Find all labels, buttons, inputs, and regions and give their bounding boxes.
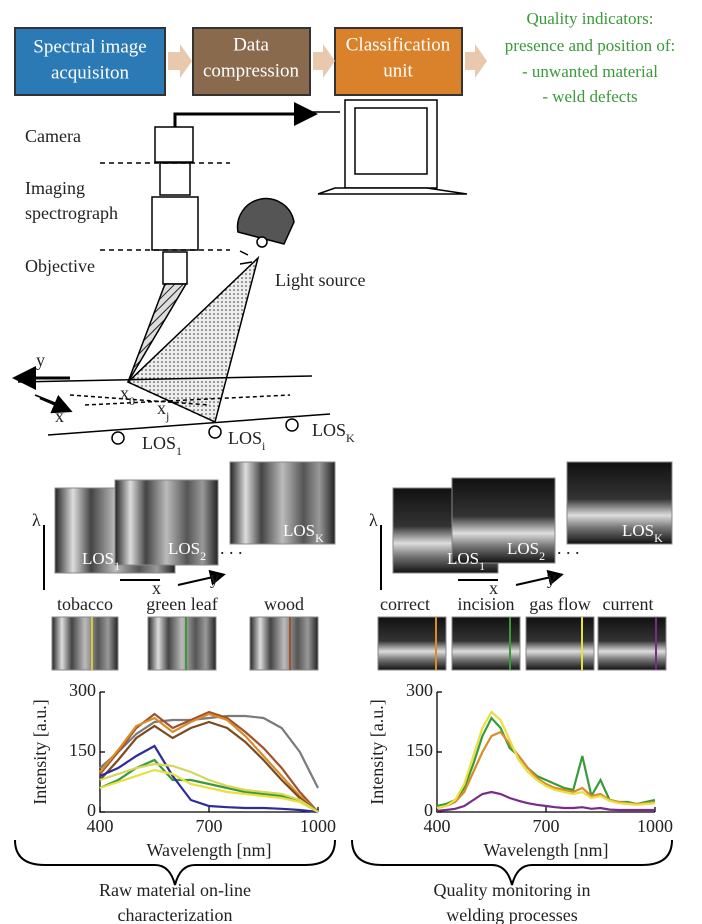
- subscript: 1: [176, 444, 182, 458]
- sub-main: LOS: [507, 539, 539, 558]
- step-text: Data: [233, 34, 269, 55]
- label: xj: [157, 398, 169, 423]
- sample-label: gas flow: [529, 594, 591, 614]
- step-text: Spectral image: [33, 36, 146, 57]
- subscript: i: [262, 439, 266, 453]
- caption: characterization: [118, 905, 233, 924]
- lambda: λ: [32, 510, 41, 530]
- y-tick-label: 300: [406, 680, 433, 700]
- x-axis-label: Wavelength [nm]: [483, 840, 608, 860]
- step-text: Classification: [346, 34, 451, 55]
- subscript: 1: [114, 559, 120, 573]
- subscript: K: [346, 431, 355, 445]
- x-tick-label: 1000: [300, 816, 336, 836]
- step-text: unit: [383, 60, 413, 81]
- subscript: 2: [200, 549, 206, 563]
- subscript: 0: [129, 394, 135, 408]
- step-text: compression: [203, 60, 300, 81]
- dots: . . .: [557, 538, 580, 558]
- x-tick-label: 400: [87, 816, 114, 836]
- x-tick-label: 700: [533, 816, 560, 836]
- sub-main: LOS: [283, 521, 315, 540]
- axis-label: y: [210, 568, 219, 588]
- axis-label: y: [547, 568, 556, 588]
- subscript: j: [165, 409, 169, 423]
- y-tick-label: 300: [69, 680, 96, 700]
- sample-label: correct: [380, 594, 430, 614]
- sample-label: tobacco: [57, 594, 113, 614]
- label: Camera: [25, 126, 81, 146]
- series-line: [437, 712, 655, 808]
- label: Objective: [25, 256, 95, 276]
- y-axis-label: Intensity [a.u.]: [30, 699, 50, 804]
- label: LOSi: [228, 428, 266, 453]
- y-tick-label: 150: [69, 740, 96, 760]
- output-text: - unwanted material: [522, 62, 658, 81]
- sample-label: green leaf: [146, 594, 217, 614]
- lambda: λ: [369, 510, 378, 530]
- label: Light source: [275, 270, 365, 290]
- x-axis-label: Wavelength [nm]: [146, 840, 271, 860]
- subscript: K: [654, 531, 663, 545]
- label: Imaging: [25, 178, 85, 198]
- y-tick-label: 150: [406, 740, 433, 760]
- x-tick-label: 400: [424, 816, 451, 836]
- axis: [100, 692, 318, 812]
- label: spectrograph: [25, 203, 118, 223]
- sub-main: LOS: [312, 420, 346, 440]
- series-line: [437, 718, 655, 806]
- output-text: - weld defects: [542, 87, 637, 106]
- dots: . . .: [220, 538, 243, 558]
- subscript: 2: [539, 549, 545, 563]
- label: x: [55, 406, 64, 426]
- x-tick-label: 700: [196, 816, 223, 836]
- axis: [437, 692, 655, 812]
- sub-main: LOS: [622, 521, 654, 540]
- label: LOS1: [142, 433, 182, 458]
- output-text: Quality indicators:: [526, 9, 653, 28]
- spectral-images: [52, 462, 672, 670]
- caption: welding processes: [446, 905, 577, 924]
- subscript: 1: [479, 559, 485, 573]
- sub-main: LOS: [82, 549, 114, 568]
- label: LOSK: [312, 420, 355, 445]
- subscript: K: [315, 531, 324, 545]
- x-tick-label: 1000: [637, 816, 673, 836]
- sub-main: LOS: [228, 428, 262, 448]
- sample-label: wood: [264, 594, 304, 614]
- sub-main: LOS: [447, 549, 479, 568]
- sample-label: incision: [458, 594, 515, 614]
- sub-main: x: [120, 383, 129, 403]
- sub-main: LOS: [168, 539, 200, 558]
- sample-label: current: [603, 594, 654, 614]
- label: y: [36, 350, 45, 370]
- sub-main: x: [157, 398, 166, 418]
- step-text: acquisiton: [51, 62, 130, 83]
- flow: Spectral image acquisiton Data compressi…: [15, 28, 487, 95]
- y-axis-label: Intensity [a.u.]: [367, 699, 387, 804]
- label: x0: [120, 383, 135, 408]
- series-line: [100, 760, 318, 812]
- sub-main: LOS: [142, 433, 176, 453]
- output-text: presence and position of:: [505, 36, 675, 55]
- figure: Spectral image acquisiton Data compressi…: [0, 0, 702, 924]
